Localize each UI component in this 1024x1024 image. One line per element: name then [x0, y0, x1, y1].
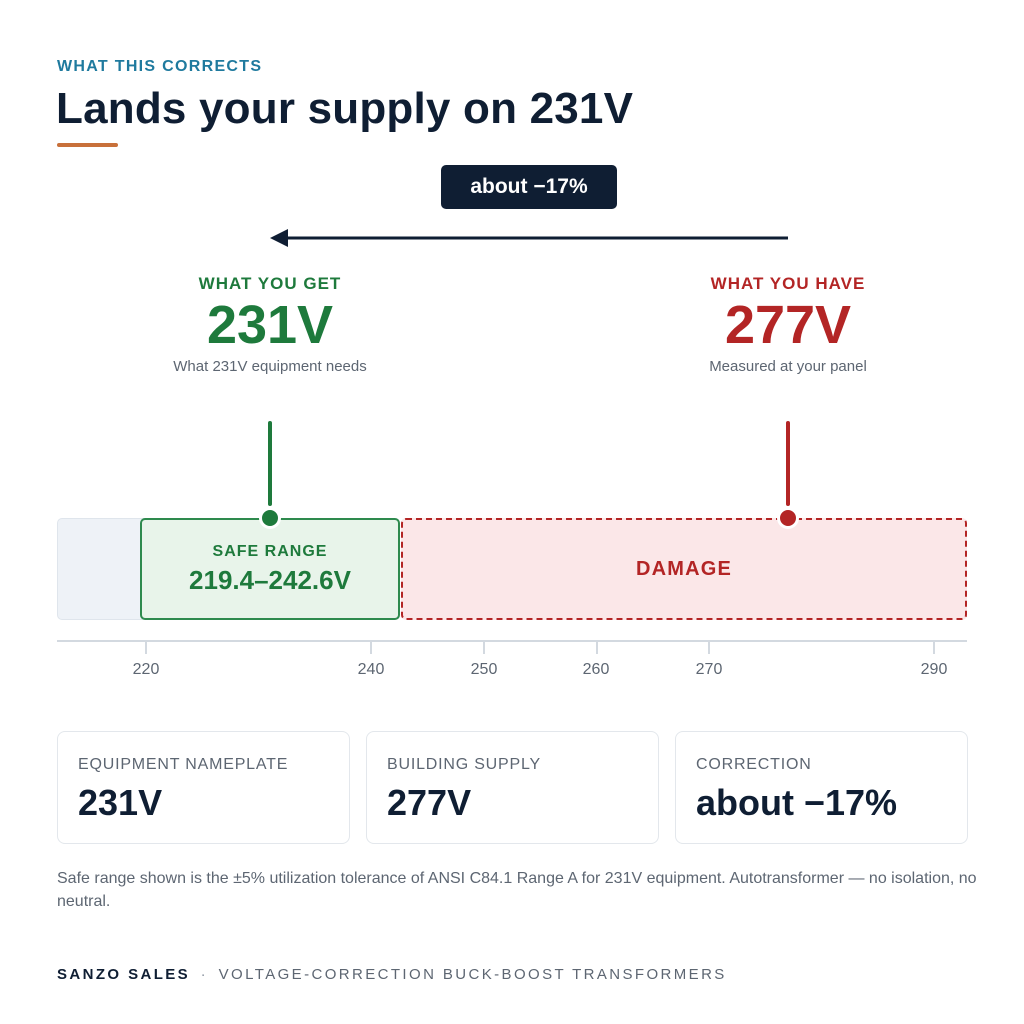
section-eyebrow: WHAT THIS CORRECTS: [57, 58, 263, 75]
axis-tick-label: 290: [920, 661, 948, 678]
safe-range-value: 219.4–242.6V: [189, 564, 351, 595]
damage-label: DAMAGE: [635, 557, 733, 580]
stat-card-supply: BUILDING SUPPLY 277V: [366, 731, 659, 844]
title-accent-rule: [57, 143, 118, 147]
damage-band: DAMAGE: [401, 518, 967, 620]
brand-tagline: VOLTAGE-CORRECTION BUCK-BOOST TRANSFORME…: [218, 966, 727, 983]
axis-tick: [370, 642, 372, 654]
stat-value: 277V: [387, 782, 472, 823]
current-marker-dot: [777, 507, 799, 529]
stat-label: BUILDING SUPPLY: [387, 756, 541, 773]
current-voltage-callout: WHAT YOU HAVE 277V Measured at your pane…: [658, 274, 918, 375]
axis-tick-label: 250: [470, 661, 498, 678]
target-value: 231V: [206, 295, 334, 355]
axis-tick: [596, 642, 598, 654]
stat-label: EQUIPMENT NAMEPLATE: [78, 756, 289, 773]
page-title: Lands your supply on 231V: [56, 84, 634, 133]
axis-tick: [145, 642, 147, 654]
footnote: Safe range shown is the ±5% utilization …: [57, 870, 977, 910]
brand-footer: SANZO SALES · VOLTAGE-CORRECTION BUCK-BO…: [57, 966, 727, 983]
stat-label: CORRECTION: [696, 756, 812, 773]
brand-name: SANZO SALES: [57, 966, 191, 983]
target-marker-dot: [259, 507, 281, 529]
axis-tick: [933, 642, 935, 654]
axis-tick-label: 240: [357, 661, 385, 678]
stat-card-correction: CORRECTION about −17%: [675, 731, 968, 844]
stat-value: about −17%: [696, 782, 898, 823]
current-value: 277V: [724, 295, 852, 355]
target-marker-stem: [268, 421, 272, 506]
current-marker-stem: [786, 421, 790, 506]
arrow-head: [270, 229, 288, 247]
axis-tick: [708, 642, 710, 654]
stat-card-nameplate: EQUIPMENT NAMEPLATE 231V: [57, 731, 350, 844]
current-label: WHAT YOU HAVE: [710, 274, 866, 293]
target-caption: What 231V equipment needs: [173, 358, 367, 375]
safe-range-band: SAFE RANGE 219.4–242.6V: [140, 518, 400, 620]
safe-range-label: SAFE RANGE: [212, 542, 328, 560]
axis-tick: [483, 642, 485, 654]
axis-tick-label: 270: [695, 661, 723, 678]
current-caption: Measured at your panel: [709, 358, 867, 375]
target-label: WHAT YOU GET: [198, 274, 342, 293]
correction-badge: about −17%: [441, 165, 617, 209]
brand-separator: ·: [200, 966, 209, 983]
target-voltage-callout: WHAT YOU GET 231V What 231V equipment ne…: [140, 274, 400, 375]
axis-tick-label: 260: [582, 661, 610, 678]
undervoltage-band: [57, 518, 145, 620]
axis-tick-label: 220: [132, 661, 160, 678]
stat-value: 231V: [78, 782, 163, 823]
voltage-axis: [57, 640, 967, 642]
